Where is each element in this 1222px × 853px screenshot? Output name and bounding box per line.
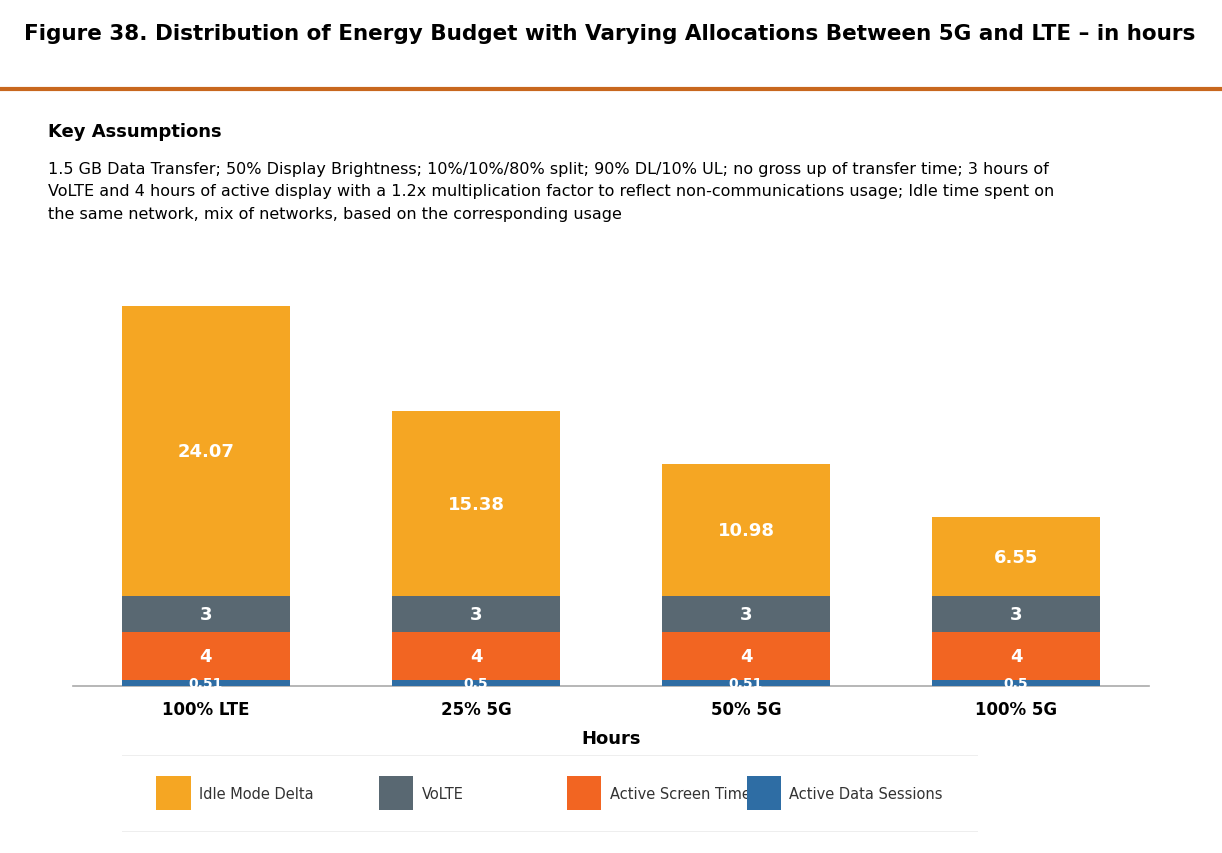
- Text: 0.5: 0.5: [1003, 676, 1029, 691]
- Bar: [392, 596, 560, 633]
- Bar: [122, 681, 290, 687]
- Text: 4: 4: [1009, 647, 1023, 665]
- Text: 1.5 GB Data Transfer; 50% Display Brightness; 10%/10%/80% split; 90% DL/10% UL; : 1.5 GB Data Transfer; 50% Display Bright…: [48, 162, 1055, 222]
- Bar: [662, 632, 830, 681]
- Bar: [392, 412, 560, 596]
- Bar: [932, 596, 1100, 633]
- Bar: [662, 596, 830, 632]
- Text: 15.38: 15.38: [447, 495, 505, 513]
- Text: Figure 38. Distribution of Energy Budget with Varying Allocations Between 5G and: Figure 38. Distribution of Energy Budget…: [24, 25, 1196, 44]
- Bar: [392, 681, 560, 687]
- Text: Active Data Sessions: Active Data Sessions: [789, 786, 943, 801]
- Bar: [122, 632, 290, 681]
- Bar: [932, 681, 1100, 687]
- Text: 24.07: 24.07: [177, 443, 235, 461]
- Bar: [379, 776, 413, 810]
- X-axis label: Hours: Hours: [582, 729, 640, 747]
- Bar: [932, 518, 1100, 596]
- Bar: [122, 596, 290, 632]
- Text: Key Assumptions: Key Assumptions: [48, 123, 221, 141]
- Text: 3: 3: [739, 606, 753, 624]
- Text: 6.55: 6.55: [993, 548, 1039, 566]
- Text: 3: 3: [469, 606, 483, 624]
- Text: 0.5: 0.5: [463, 676, 489, 691]
- Text: 3: 3: [1009, 606, 1023, 624]
- Text: 0.51: 0.51: [728, 676, 764, 691]
- Bar: [747, 776, 781, 810]
- Bar: [156, 776, 191, 810]
- Bar: [567, 776, 601, 810]
- Bar: [932, 633, 1100, 681]
- Text: 3: 3: [199, 606, 213, 624]
- Text: Active Screen Time: Active Screen Time: [610, 786, 750, 801]
- Text: 4: 4: [199, 647, 213, 665]
- Text: 4: 4: [739, 647, 753, 665]
- Text: 4: 4: [469, 647, 483, 665]
- Text: VoLTE: VoLTE: [422, 786, 463, 801]
- Text: 0.51: 0.51: [188, 676, 224, 691]
- Bar: [122, 307, 290, 596]
- Bar: [392, 633, 560, 681]
- Text: Idle Mode Delta: Idle Mode Delta: [199, 786, 314, 801]
- FancyBboxPatch shape: [114, 754, 986, 833]
- Text: 10.98: 10.98: [717, 521, 775, 539]
- Bar: [662, 464, 830, 596]
- Bar: [662, 681, 830, 687]
